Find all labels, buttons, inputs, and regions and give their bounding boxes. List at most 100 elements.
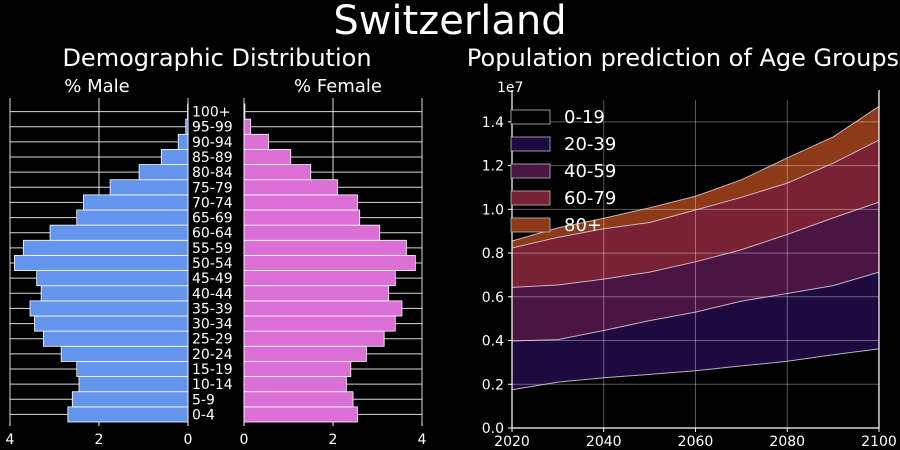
male-bar [160,149,189,165]
age-group-labels: 0-45-910-1415-1920-2425-2930-3435-3940-4… [192,105,233,424]
x-tick-label: 4 [6,432,15,448]
age-group-label: 100+ [192,105,230,121]
y-tick-label: 0.4 [482,334,504,350]
age-group-label: 30-34 [192,317,233,333]
y-tick-label: 0.6 [482,290,504,306]
female-bar [243,300,403,317]
age-group-label: 45-49 [192,271,233,287]
female-bar [243,224,381,241]
male-bar [76,209,189,226]
legend: 0-19 20-39 40-59 60-79 80+ [510,107,616,236]
male-bar [185,118,189,135]
y-tick-label: 0.0 [482,421,504,437]
male-panel: 4 2 0 [6,98,193,448]
male-bar [29,300,189,317]
series-boundary-line [511,105,880,242]
female-axis-title: % Female [294,76,382,97]
x-tick-label: 2020 [494,434,530,450]
female-bar [243,330,385,347]
age-group-label: 5-9 [192,392,215,408]
female-bar [243,133,269,150]
y-tick-label: 1.0 [482,202,504,218]
age-group-label: 55-59 [192,241,233,257]
female-bar [243,149,292,165]
x-tick-label: 2080 [769,434,805,450]
x-tick-label: 2060 [678,434,714,450]
female-bar [243,361,352,377]
legend-label-20-39: 20-39 [564,134,616,155]
legend-swatch-0-19 [510,109,551,125]
y-tick-label: 0.2 [482,377,504,393]
figure-title: Switzerland [333,0,566,44]
y-tick-label: 0.8 [482,246,504,262]
area-plot: 0.0 0.2 0.4 0.6 0.8 1.0 1.2 1.4 2020 2040 2060 2080… [482,90,897,450]
age-group-label: 10-14 [192,377,233,393]
legend-swatch-20-39 [510,136,551,152]
male-bar [177,133,189,150]
female-bar [243,376,347,393]
legend-swatch-60-79 [510,190,551,206]
male-bar [36,270,189,287]
age-group-label: 25-29 [192,332,233,348]
age-group-label: 65-69 [192,211,233,227]
series-boundary-line [511,139,880,249]
age-group-label: 0-4 [192,407,215,423]
age-group-label: 85-89 [192,150,233,166]
male-bar [49,224,189,241]
female-bar [243,118,252,135]
x-tick-label: 4 [418,432,427,448]
age-group-label: 90-94 [192,135,233,151]
age-group-label: 95-99 [192,120,233,136]
x-tick-label: 2 [95,432,104,448]
female-bar [243,179,338,196]
age-group-label: 50-54 [192,256,233,272]
series-boundary-line [511,348,880,391]
female-bar [243,255,416,271]
x-tick-label: 0 [240,432,249,448]
area-chart-title: Population prediction of Age Groups [467,44,899,72]
female-bar [243,164,312,181]
area-series-20-39 [512,272,879,390]
area-chart: Population prediction of Age Groups 1e7 … [467,44,899,450]
area-series-40-59 [512,202,879,341]
female-bar [243,406,358,423]
male-bar [60,345,189,362]
female-bar [243,270,396,287]
y-tick-label: 1.4 [482,115,504,131]
female-bar [243,103,246,120]
female-panel: 4 2 0 [240,98,427,448]
male-bar [22,239,189,256]
male-bar [138,164,189,181]
age-group-label: 20-24 [192,347,233,363]
pyramid-chart: Demographic Distribution % Male % Female… [6,44,427,448]
age-group-label: 40-44 [192,286,233,302]
legend-swatch-80+ [510,217,551,233]
legend-swatch-40-59 [510,163,551,179]
x-tick-label: 2040 [586,434,622,450]
male-bar [42,330,189,347]
male-axis-title: % Male [64,76,129,97]
age-group-label: 70-74 [192,195,233,211]
male-bar [109,179,189,196]
y-scale-label: 1e7 [497,80,523,96]
male-bar [34,315,189,332]
age-group-label: 35-39 [192,301,233,317]
female-bar [243,315,396,332]
x-tick-label: 2 [329,432,338,448]
female-bar [243,209,361,226]
area-series-80+ [512,106,879,249]
female-bar [243,285,390,302]
age-group-label: 60-64 [192,226,233,242]
male-bar [78,376,189,393]
male-bar [14,255,189,271]
series-boundary-line [511,201,880,288]
age-group-label: 75-79 [192,180,233,196]
pyramid-title: Demographic Distribution [62,44,371,72]
legend-label-80+: 80+ [564,215,602,236]
x-tick-label: 0 [184,432,193,448]
legend-label-60-79: 60-79 [564,188,616,209]
female-bar [243,239,407,256]
male-bar [83,194,189,211]
male-bar [76,361,189,377]
